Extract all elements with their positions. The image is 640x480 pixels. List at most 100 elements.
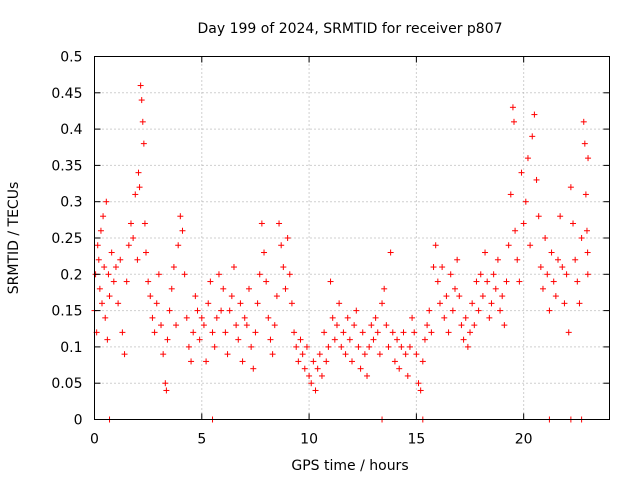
data-point [127,220,134,227]
data-point [177,213,184,220]
data-point [183,314,190,321]
data-point [460,336,467,343]
data-point [584,249,591,256]
data-point [542,235,549,241]
data-point [415,380,422,387]
data-point [505,242,512,249]
data-point [308,380,315,387]
data-point [179,227,186,234]
data-point [137,82,144,89]
data-point [546,307,553,314]
data-point [582,191,589,198]
data-point [385,343,392,350]
data-point [514,256,521,263]
data-point [565,329,572,336]
data-point [533,176,540,183]
data-point [222,329,229,336]
data-point [484,278,491,285]
data-point [200,322,207,329]
y-tick-label: 0.05 [51,376,82,392]
data-point [291,329,298,336]
data-point [548,249,555,256]
data-point [428,329,435,336]
data-point [97,227,104,234]
data-point [314,365,321,372]
data-point [516,278,523,285]
data-point [436,300,443,307]
x-tick-label: 15 [407,432,425,448]
data-point [246,285,252,292]
plot-frame [94,56,610,420]
data-point [430,264,437,271]
data-point [215,271,222,278]
data-point [477,271,484,278]
data-point [282,285,289,292]
data-point [364,372,371,379]
data-point [271,322,278,329]
data-point [196,336,203,343]
data-point [464,343,471,350]
data-point [213,314,220,321]
data-point [108,249,115,256]
data-point [572,256,579,263]
data-point [106,293,113,300]
y-axis-label: SRMTID / TECUs [6,182,22,295]
data-point [490,271,497,278]
data-point [117,256,124,263]
data-point [400,329,407,336]
data-point [237,300,244,307]
data-point [351,322,358,329]
data-point [581,140,588,147]
data-point [535,213,542,220]
data-point [138,97,145,104]
data-point [135,169,142,176]
data-point [163,387,170,394]
y-tick-label: 0.15 [51,304,82,320]
data-point [574,278,581,285]
data-point [312,387,319,394]
data-point [550,278,557,285]
data-point [353,307,360,314]
data-point [265,314,272,321]
data-point [293,343,300,350]
data-point [185,343,192,350]
data-point [301,365,308,372]
data-point [413,351,420,358]
data-point [432,242,439,249]
data-point [583,227,590,234]
grid-lines [94,56,610,420]
data-point [469,300,476,307]
data-point [482,249,489,256]
data-point [475,307,482,314]
data-point [323,358,330,365]
data-point [203,358,210,365]
data-point [449,307,456,314]
data-point [501,322,508,329]
data-point [155,271,162,278]
data-point [456,293,463,300]
x-tick-label: 5 [197,432,206,448]
data-point [333,322,340,329]
data-point [492,285,499,292]
data-point [104,336,111,343]
data-point [402,351,409,358]
data-point [524,155,531,162]
data-point [211,343,218,350]
data-point [297,336,304,343]
data-point [557,213,564,220]
data-point [318,372,325,379]
data-point [471,322,478,329]
data-point [499,293,506,300]
data-point [479,293,486,300]
data-point [112,264,119,271]
data-point [531,111,538,118]
data-point [105,271,112,278]
data-point [258,220,265,227]
data-point [181,271,188,278]
data-point [404,372,411,379]
data-point [331,336,338,343]
y-tick-label: 0 [74,413,83,429]
data-point [383,322,390,329]
data-point [288,300,295,307]
